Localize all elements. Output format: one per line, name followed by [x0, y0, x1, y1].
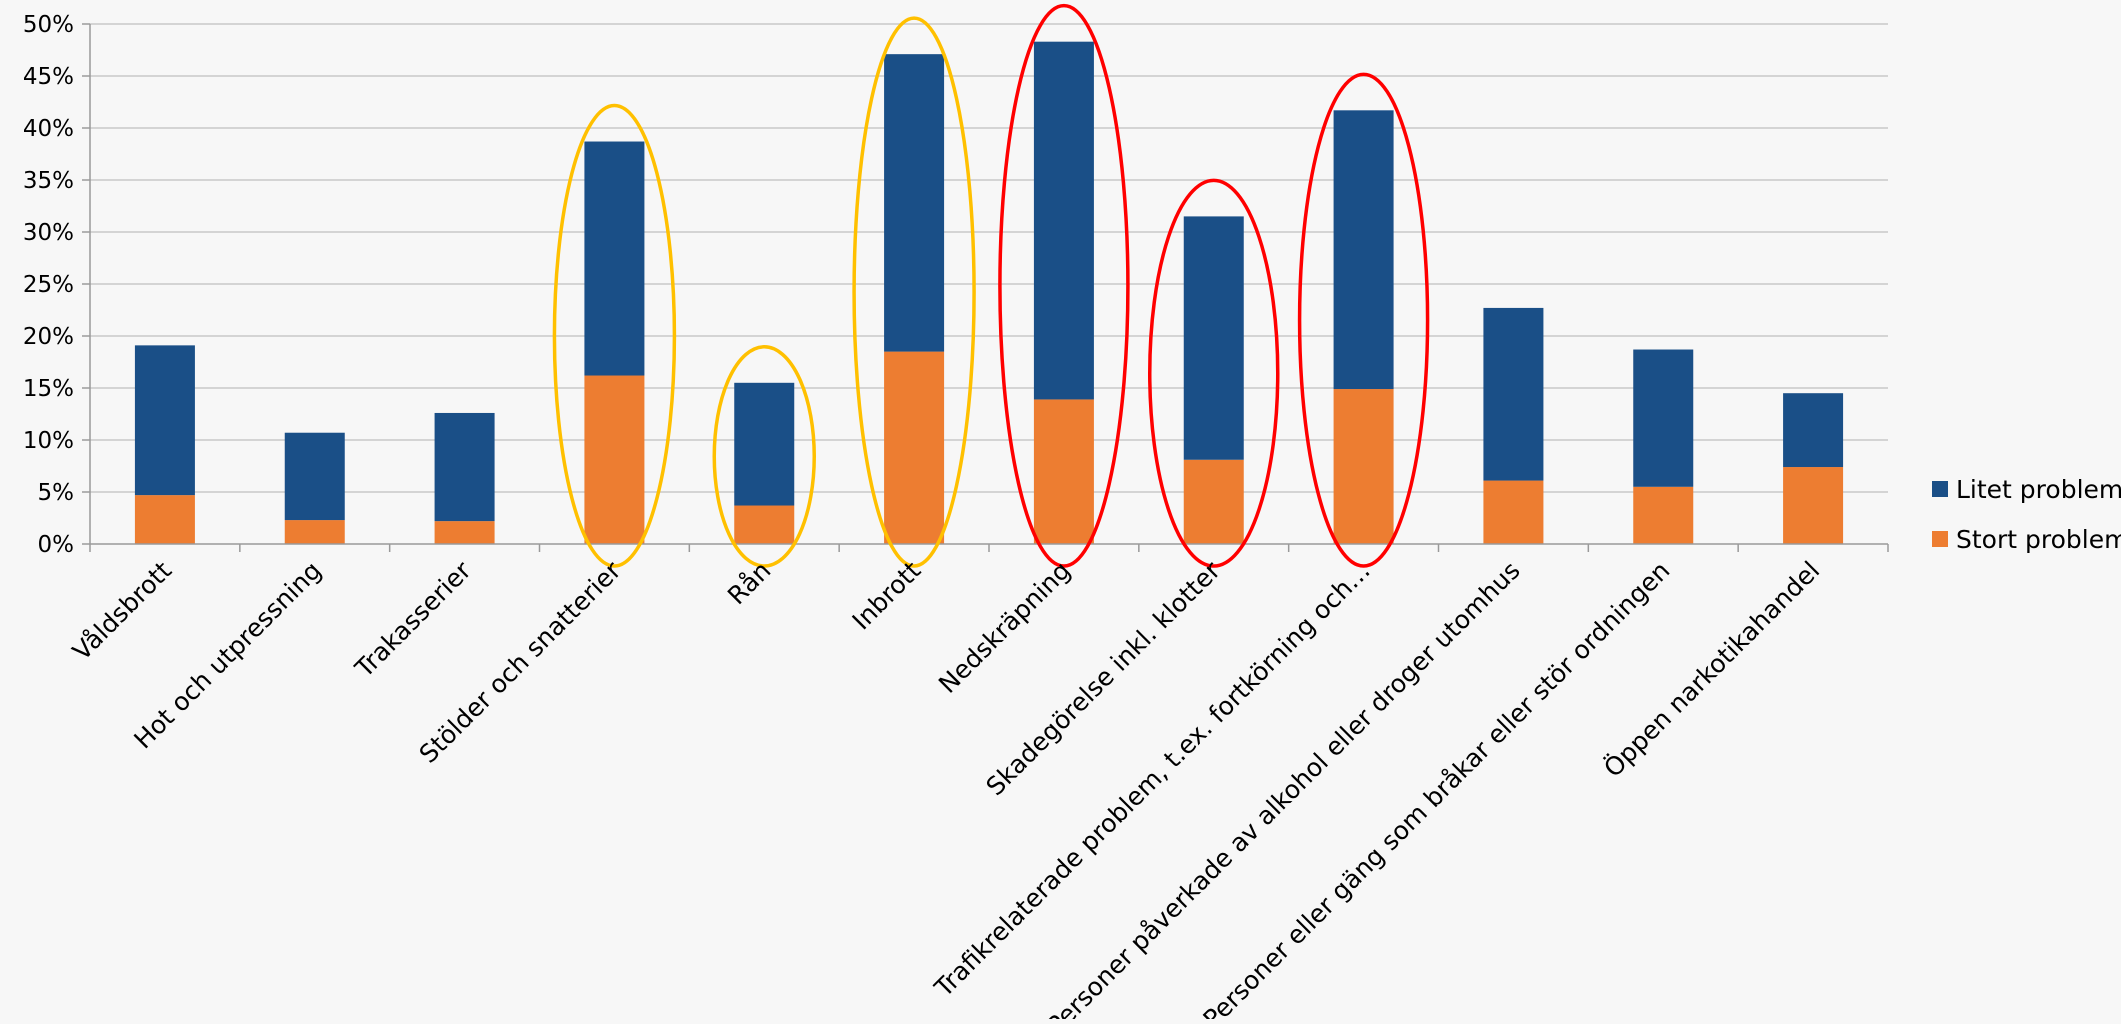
y-tick-label: 0%: [38, 532, 75, 558]
bar-litet-problem: [134, 345, 195, 496]
highlight-ellipse: [712, 345, 816, 568]
y-tick-label: 50%: [23, 12, 74, 38]
y-tick-label: 10%: [23, 428, 74, 454]
bar-litet-problem: [1333, 110, 1394, 390]
bar-stort-problem: [1033, 399, 1094, 544]
bar-stort-problem: [1183, 459, 1244, 544]
y-tick-label: 45%: [23, 64, 74, 90]
x-tick-label: Inbrott: [847, 556, 927, 636]
bar-stort-problem: [884, 351, 945, 544]
y-tick-label: 5%: [38, 480, 75, 506]
legend-label: Litet problem: [1956, 475, 2121, 504]
y-tick-label: 35%: [23, 168, 74, 194]
bar-stort-problem: [584, 375, 645, 544]
bar-litet-problem: [734, 382, 795, 506]
bar-litet-problem: [1483, 307, 1544, 481]
x-tick-label: Nedskräpning: [933, 556, 1076, 699]
bar-litet-problem: [284, 432, 345, 521]
legend-swatch: [1932, 481, 1948, 497]
highlight-ellipse: [1148, 178, 1280, 568]
y-tick-label: 20%: [23, 324, 74, 350]
y-tick-label: 15%: [23, 376, 74, 402]
highlight-ellipse: [1297, 72, 1430, 568]
y-tick-label: 40%: [23, 116, 74, 142]
bar-litet-problem: [1033, 41, 1094, 400]
bar-litet-problem: [1783, 393, 1844, 468]
y-tick-label: 25%: [23, 272, 74, 298]
bar-stort-problem: [1333, 389, 1394, 544]
bar-litet-problem: [434, 412, 495, 522]
highlight-ellipse: [852, 16, 976, 568]
x-tick-label: Våldsbrott: [67, 556, 177, 666]
highlight-ellipse: [998, 3, 1130, 568]
bar-stort-problem: [1633, 486, 1694, 544]
bar-litet-problem: [584, 141, 645, 376]
bar-stort-problem: [734, 505, 795, 544]
bar-litet-problem: [1633, 349, 1694, 487]
highlight-ellipse: [552, 103, 677, 568]
legend-label: Stort problem: [1956, 525, 2121, 554]
bar-litet-problem: [884, 54, 945, 352]
bar-stort-problem: [1483, 480, 1544, 544]
legend-swatch: [1932, 531, 1948, 547]
bar-stort-problem: [1783, 467, 1844, 544]
bar-stort-problem: [284, 520, 345, 544]
x-tick-label: Skadegörelse inkl. klotter: [981, 555, 1227, 801]
y-tick-label: 30%: [23, 220, 74, 246]
bar-litet-problem: [1183, 216, 1244, 460]
bar-stort-problem: [134, 495, 195, 544]
bar-stort-problem: [434, 521, 495, 544]
x-tick-label: Trakasserier: [349, 555, 477, 683]
